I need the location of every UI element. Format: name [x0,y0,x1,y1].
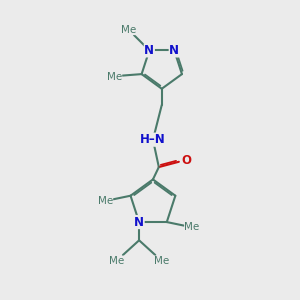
Text: Me: Me [98,196,113,206]
Text: O: O [181,154,191,167]
Text: Me: Me [184,222,200,232]
Text: N: N [169,44,179,57]
Text: Me: Me [154,256,170,266]
Text: Me: Me [121,25,136,35]
Text: Me: Me [109,256,124,266]
Text: N: N [134,216,144,229]
Text: H–N: H–N [140,133,166,146]
Text: N: N [144,44,154,57]
Text: Me: Me [106,72,122,82]
